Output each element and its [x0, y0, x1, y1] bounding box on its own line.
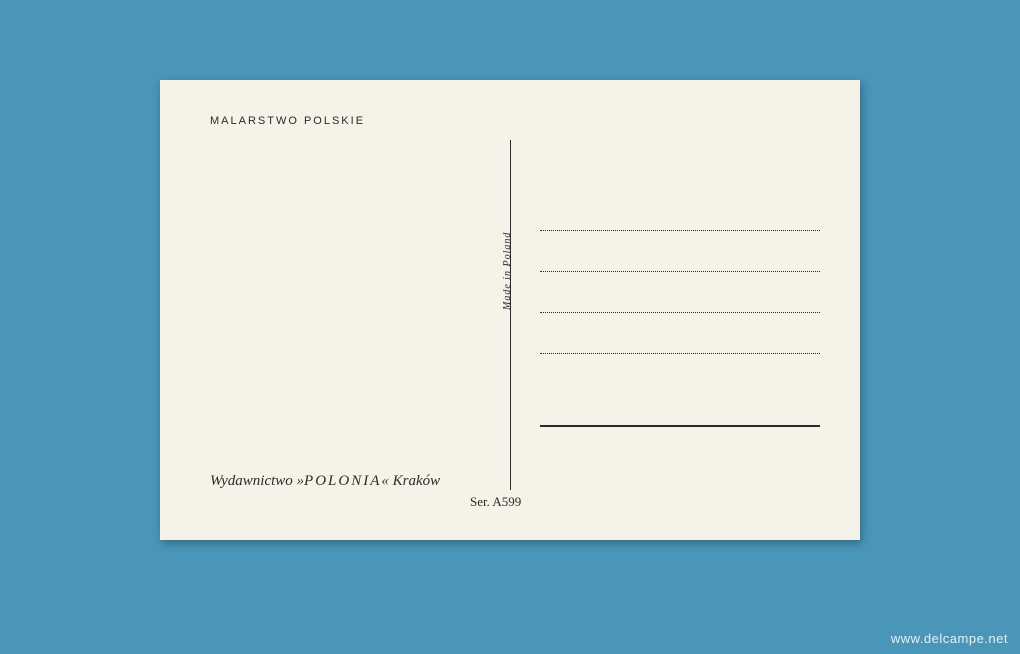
address-line [540, 230, 820, 231]
series-label: Ser. A599 [470, 494, 521, 510]
publisher-suffix: « Kraków [381, 473, 440, 489]
publisher-brand: POLONIA [304, 473, 381, 489]
underline [540, 425, 820, 427]
address-lines [540, 230, 820, 394]
address-line [540, 353, 820, 354]
postcard: MALARSTWO POLSKIE Made in Poland Wydawni… [160, 80, 860, 540]
watermark: www.delcampe.net [891, 631, 1008, 646]
publisher-prefix: Wydawnictwo » [210, 473, 304, 489]
vertical-divider [510, 140, 511, 490]
publisher-text: Wydawnictwo »POLONIA« Kraków [210, 473, 440, 490]
address-line [540, 271, 820, 272]
header-title: MALARSTWO POLSKIE [210, 115, 365, 127]
made-in-label: Made in Poland [502, 232, 513, 310]
address-line [540, 312, 820, 313]
